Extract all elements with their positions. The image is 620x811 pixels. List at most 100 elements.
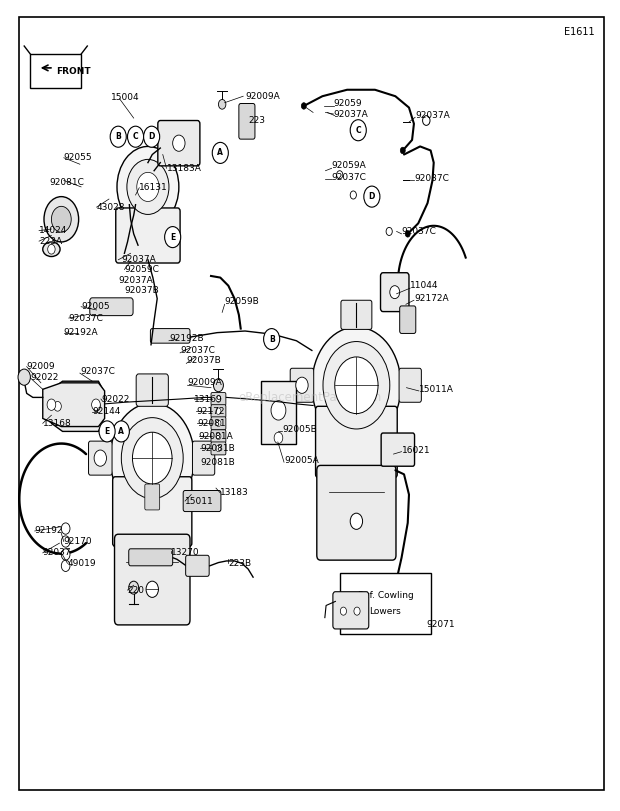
Text: 92172: 92172 bbox=[196, 406, 224, 416]
Circle shape bbox=[405, 230, 410, 237]
Text: 92022: 92022 bbox=[30, 374, 59, 383]
Circle shape bbox=[390, 285, 400, 298]
Polygon shape bbox=[43, 383, 105, 427]
Text: 43028: 43028 bbox=[97, 203, 125, 212]
FancyBboxPatch shape bbox=[211, 393, 226, 406]
Text: 92037B: 92037B bbox=[186, 357, 221, 366]
Circle shape bbox=[61, 536, 70, 547]
Text: 13169: 13169 bbox=[193, 394, 223, 404]
FancyBboxPatch shape bbox=[316, 406, 397, 478]
Circle shape bbox=[122, 418, 183, 499]
Circle shape bbox=[110, 403, 194, 513]
Text: 92037C: 92037C bbox=[402, 227, 436, 236]
Text: 92009A: 92009A bbox=[245, 92, 280, 101]
Text: 92037A: 92037A bbox=[122, 255, 156, 264]
Text: 92192B: 92192B bbox=[169, 334, 203, 343]
Text: 92059B: 92059B bbox=[224, 298, 259, 307]
Ellipse shape bbox=[43, 242, 60, 256]
Text: eReplacementParts.com: eReplacementParts.com bbox=[238, 391, 382, 404]
Text: B: B bbox=[115, 132, 121, 141]
Text: D: D bbox=[369, 192, 375, 201]
Circle shape bbox=[274, 432, 283, 444]
FancyBboxPatch shape bbox=[89, 441, 112, 475]
Text: 220: 220 bbox=[128, 586, 144, 594]
Circle shape bbox=[386, 227, 392, 235]
Circle shape bbox=[61, 523, 70, 534]
FancyBboxPatch shape bbox=[145, 484, 160, 510]
Text: 92005B: 92005B bbox=[282, 425, 317, 434]
Circle shape bbox=[216, 433, 221, 440]
Circle shape bbox=[216, 408, 221, 414]
Text: 92005: 92005 bbox=[81, 303, 110, 311]
Text: 13183A: 13183A bbox=[167, 164, 202, 173]
Text: 92037C: 92037C bbox=[69, 314, 104, 323]
Text: E1611: E1611 bbox=[564, 27, 595, 36]
Text: 92081B: 92081B bbox=[200, 457, 234, 466]
Text: 13183: 13183 bbox=[220, 488, 249, 497]
FancyBboxPatch shape bbox=[381, 272, 409, 311]
Text: C: C bbox=[133, 132, 138, 141]
Circle shape bbox=[216, 420, 221, 427]
Circle shape bbox=[133, 432, 172, 484]
Circle shape bbox=[127, 160, 169, 214]
FancyBboxPatch shape bbox=[341, 300, 372, 329]
Circle shape bbox=[92, 399, 100, 410]
Text: 16131: 16131 bbox=[140, 183, 168, 192]
Circle shape bbox=[350, 191, 356, 199]
Circle shape bbox=[165, 226, 180, 247]
Circle shape bbox=[18, 369, 30, 385]
Circle shape bbox=[323, 341, 390, 429]
Text: 92055: 92055 bbox=[64, 153, 92, 162]
FancyBboxPatch shape bbox=[239, 104, 255, 139]
FancyBboxPatch shape bbox=[290, 368, 314, 402]
Circle shape bbox=[129, 581, 139, 594]
FancyBboxPatch shape bbox=[185, 556, 209, 577]
Text: 13270: 13270 bbox=[171, 548, 200, 557]
Text: 92009A: 92009A bbox=[187, 378, 222, 388]
Circle shape bbox=[93, 401, 100, 411]
FancyBboxPatch shape bbox=[317, 466, 396, 560]
Circle shape bbox=[423, 116, 430, 126]
Text: D: D bbox=[148, 132, 155, 141]
Circle shape bbox=[94, 450, 107, 466]
Circle shape bbox=[48, 244, 55, 254]
Circle shape bbox=[264, 328, 280, 350]
FancyBboxPatch shape bbox=[129, 549, 172, 566]
FancyBboxPatch shape bbox=[113, 477, 192, 547]
Text: 92059: 92059 bbox=[334, 99, 362, 108]
Text: 16021: 16021 bbox=[402, 445, 430, 454]
Text: A: A bbox=[218, 148, 223, 157]
Text: Lowers: Lowers bbox=[370, 607, 401, 616]
Circle shape bbox=[117, 147, 179, 227]
Text: 92192A: 92192A bbox=[64, 328, 99, 337]
Text: 15011A: 15011A bbox=[419, 384, 454, 394]
Text: 223B: 223B bbox=[228, 559, 252, 568]
Text: 92170: 92170 bbox=[64, 537, 92, 546]
FancyBboxPatch shape bbox=[211, 417, 226, 430]
Text: 92037A: 92037A bbox=[415, 111, 450, 120]
Text: 11044: 11044 bbox=[410, 281, 439, 290]
Text: 14024: 14024 bbox=[39, 226, 68, 235]
Circle shape bbox=[364, 186, 380, 207]
Circle shape bbox=[113, 421, 130, 442]
Text: 92081C: 92081C bbox=[49, 178, 84, 187]
Text: 223: 223 bbox=[248, 116, 265, 125]
Bar bbox=[260, 381, 296, 444]
FancyBboxPatch shape bbox=[211, 442, 226, 455]
Text: 92022: 92022 bbox=[101, 394, 130, 404]
Circle shape bbox=[146, 581, 159, 598]
Circle shape bbox=[216, 396, 221, 402]
Circle shape bbox=[358, 607, 363, 613]
Text: 49019: 49019 bbox=[68, 559, 96, 568]
Circle shape bbox=[218, 100, 226, 109]
FancyBboxPatch shape bbox=[158, 121, 200, 166]
Text: 13168: 13168 bbox=[43, 418, 71, 428]
Circle shape bbox=[61, 560, 70, 572]
FancyBboxPatch shape bbox=[136, 374, 169, 406]
FancyBboxPatch shape bbox=[116, 208, 180, 263]
Circle shape bbox=[213, 379, 223, 392]
Circle shape bbox=[137, 172, 159, 201]
FancyBboxPatch shape bbox=[115, 534, 190, 625]
Text: C: C bbox=[355, 126, 361, 135]
Text: A: A bbox=[118, 427, 124, 436]
